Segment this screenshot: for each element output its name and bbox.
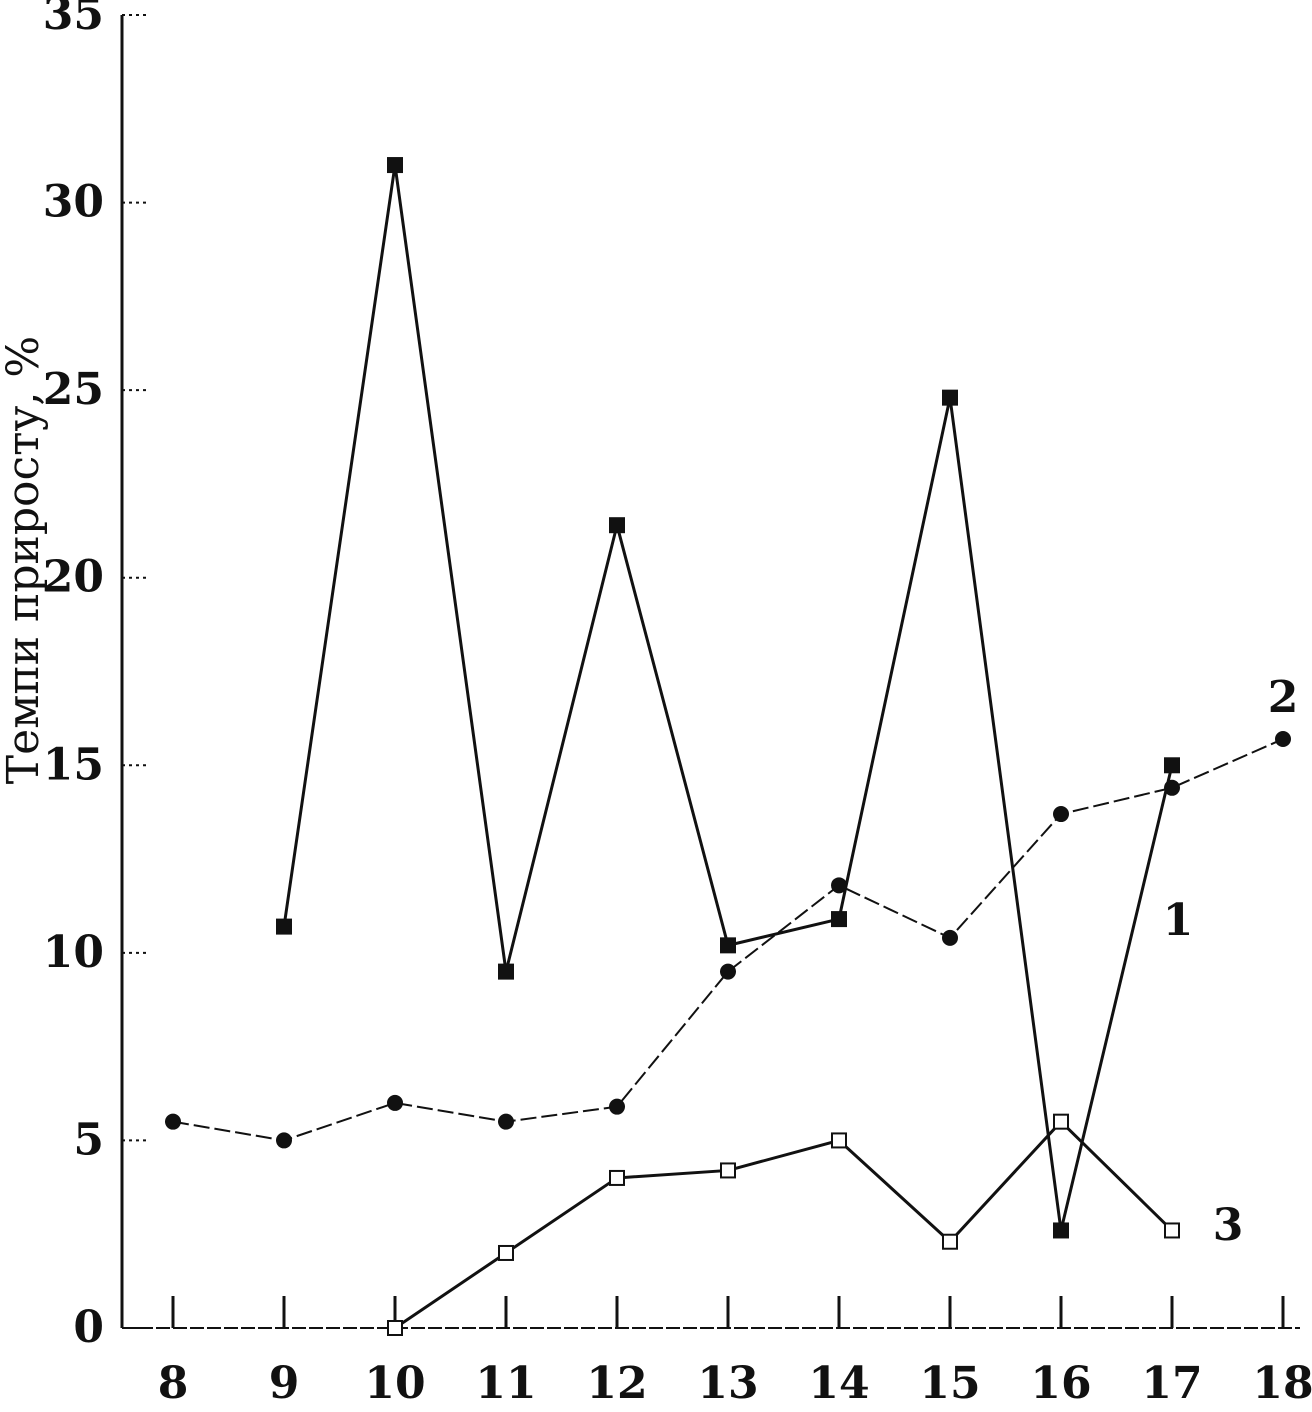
series-2-point — [942, 929, 958, 946]
series-1-label: 1 — [1163, 895, 1194, 946]
series-3-point — [387, 1320, 403, 1336]
series-3-label: 3 — [1213, 1200, 1244, 1251]
x-tick-label: 11 — [475, 1358, 536, 1409]
y-tick-label: 25 — [43, 364, 104, 415]
series-2-label: 2 — [1268, 672, 1299, 723]
x-tick-label: 9 — [269, 1358, 300, 1409]
series-markers — [165, 157, 1291, 1336]
y-tick-label: 5 — [73, 1114, 104, 1165]
series-1-line — [282, 163, 1174, 1232]
series-2-line — [172, 738, 1284, 1142]
series-3-point — [1053, 1113, 1069, 1130]
series-1-point — [720, 937, 736, 954]
y-tick-label: 20 — [43, 552, 104, 603]
y-tick-label: 10 — [43, 927, 104, 978]
x-tick-label: 15 — [919, 1358, 980, 1409]
y-tick-label: 30 — [43, 177, 104, 228]
x-tick-label: 18 — [1252, 1358, 1312, 1409]
series-3-point — [720, 1162, 736, 1179]
series-1-point — [1053, 1222, 1069, 1239]
series-2-point — [387, 1094, 403, 1111]
series-2-point — [609, 1098, 625, 1115]
series-1-point — [942, 389, 958, 406]
y-ticks: 0 5 10 15 20 25 30 35 — [43, 0, 148, 1353]
series-2-point — [1164, 779, 1180, 796]
series-3-point — [942, 1233, 958, 1250]
x-tick-label: 12 — [586, 1358, 647, 1409]
series-1-point — [1164, 757, 1180, 774]
x-tick-label: 17 — [1141, 1358, 1202, 1409]
series-1-point — [831, 911, 847, 928]
series-2-point — [831, 877, 847, 894]
series-3-point — [1164, 1222, 1180, 1239]
series-2-point — [276, 1132, 292, 1149]
y-tick-label: 15 — [43, 739, 104, 790]
series-1-point — [387, 157, 403, 174]
series-2-point — [165, 1113, 181, 1130]
series-2-point — [498, 1113, 514, 1130]
series-3-point — [498, 1244, 514, 1261]
series-2-point — [720, 963, 736, 980]
y-tick-label: 35 — [43, 0, 104, 40]
series-3-line — [394, 1120, 1174, 1330]
series-1-point — [276, 918, 292, 935]
x-tick-label: 16 — [1030, 1358, 1091, 1409]
series-lines — [172, 163, 1284, 1330]
series-3-point — [609, 1169, 625, 1186]
x-tick-label: 14 — [808, 1358, 869, 1409]
x-tick-label: 13 — [697, 1358, 758, 1409]
series-3-point — [831, 1132, 847, 1149]
series-1-point — [498, 963, 514, 980]
axes — [120, 15, 1300, 1329]
x-tick-label: 8 — [158, 1358, 189, 1409]
x-tick-label: 10 — [364, 1358, 425, 1409]
y-tick-label: 0 — [73, 1302, 104, 1353]
y-axis-title: Темпи приросту, % — [0, 336, 49, 784]
series-2-point — [1275, 731, 1291, 748]
x-ticks: 8 9 10 11 12 13 14 15 16 17 18 — [158, 1296, 1312, 1409]
series-2-point — [1053, 806, 1069, 823]
series-labels: 1 2 3 — [1163, 672, 1299, 1251]
series-1-point — [609, 517, 625, 534]
